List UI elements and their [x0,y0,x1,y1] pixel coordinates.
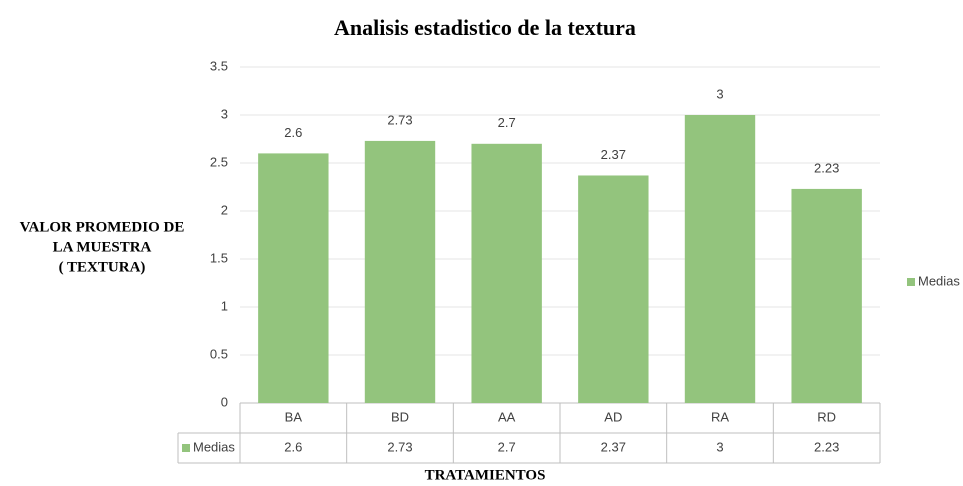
bar [578,175,649,403]
x-tick-label: AA [498,409,516,424]
bar [258,153,329,403]
y-tick-label: 1 [221,298,228,313]
y-axis-title: LA MUESTRA [53,239,152,255]
legend-label: Medias [918,273,960,288]
x-tick-label: RD [817,409,836,424]
bar [364,140,436,404]
data-label: 2.73 [387,112,412,127]
y-tick-label: 0 [221,394,228,409]
data-label: 2.37 [601,147,626,162]
y-tick-label: 1.5 [210,250,228,265]
y-tick-label: 2.5 [210,154,228,169]
y-tick-label: 2 [221,202,228,217]
data-label: 2.7 [498,115,516,130]
y-tick-label: 3 [221,106,228,121]
x-axis-title: TRATAMIENTOS [425,467,546,483]
x-tick-label: AD [604,409,622,424]
bar [684,115,756,403]
table-value: 2.23 [814,439,839,454]
table-value: 2.37 [601,439,626,454]
table-legend-swatch [182,444,190,452]
legend-swatch [907,278,915,286]
data-label: 2.23 [814,160,839,175]
table-value: 2.7 [498,439,516,454]
table-value: 2.6 [284,439,302,454]
data-label: 2.6 [284,125,302,140]
y-tick-label: 0.5 [210,346,228,361]
y-axis-title: VALOR PROMEDIO DE [20,219,185,235]
table-value: 3 [716,439,723,454]
x-tick-label: RA [711,409,729,424]
y-tick-label: 3.5 [210,58,228,73]
data-label: 3 [716,86,723,101]
x-tick-label: BA [285,409,303,424]
y-axis-title: ( TEXTURA) [59,259,146,275]
table-series-name: Medias [193,439,235,454]
bar [471,143,542,404]
chart-title: Analisis estadistico de la textura [334,15,636,40]
bar [791,188,862,403]
x-tick-label: BD [391,409,409,424]
table-value: 2.73 [387,439,412,454]
